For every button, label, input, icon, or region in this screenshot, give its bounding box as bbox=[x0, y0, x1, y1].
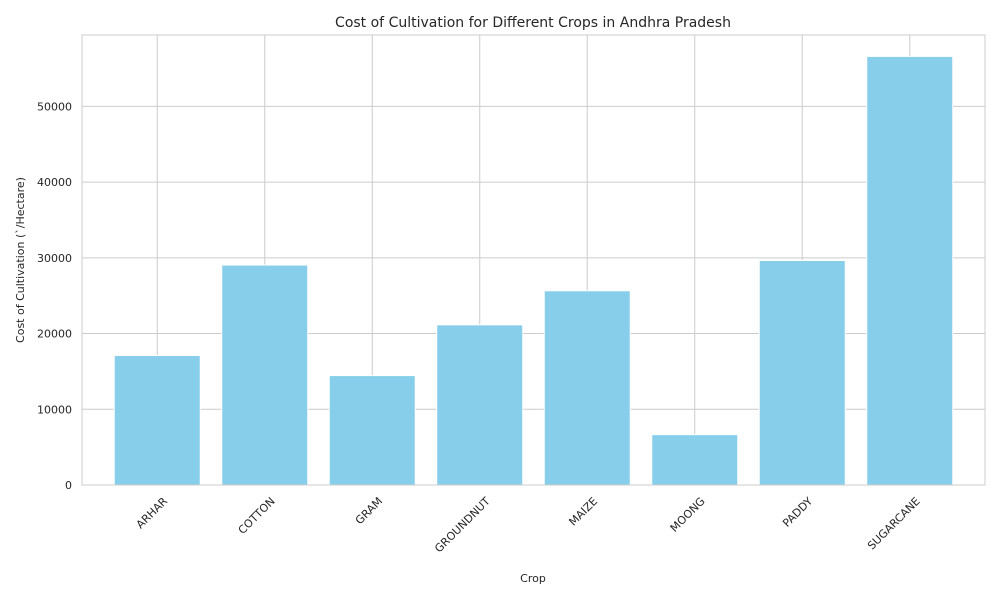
y-tick-labels: 0 10000 20000 30000 40000 50000 bbox=[37, 100, 72, 492]
x-tick-label: ARHAR bbox=[134, 495, 171, 532]
y-tick-label: 20000 bbox=[37, 328, 72, 341]
bar-moong bbox=[651, 434, 739, 486]
y-axis-label: Cost of Cultivation (`/Hectare) bbox=[14, 177, 27, 343]
x-tick-labels: ARHAR COTTON GRAM GROUNDNUT MAIZE MOONG PADDY S… bbox=[134, 495, 923, 556]
bar-paddy bbox=[758, 259, 846, 486]
plot-frame bbox=[81, 34, 986, 486]
x-tick-label: GRAM bbox=[353, 495, 385, 527]
x-tick-label: MOONG bbox=[668, 495, 708, 535]
bar-sugarcane bbox=[866, 55, 954, 486]
y-tick-label: 30000 bbox=[37, 252, 72, 265]
y-tick-label: 0 bbox=[65, 479, 72, 492]
bar-arhar bbox=[113, 355, 201, 486]
bar-groundnut bbox=[436, 324, 524, 486]
bars bbox=[113, 55, 954, 486]
chart-title: Cost of Cultivation for Different Crops … bbox=[335, 15, 731, 31]
y-tick-label: 10000 bbox=[37, 403, 72, 416]
bar-gram bbox=[328, 375, 416, 486]
y-tick-label: 50000 bbox=[37, 100, 72, 113]
x-tick-label: SUGARCANE bbox=[865, 495, 923, 553]
x-axis-label: Crop bbox=[520, 572, 546, 585]
bar-maize bbox=[543, 290, 631, 486]
x-tick-label: COTTON bbox=[236, 495, 278, 537]
x-tick-label: PADDY bbox=[780, 495, 815, 530]
x-tick-label: MAIZE bbox=[566, 495, 600, 529]
x-tick-label: GROUNDNUT bbox=[432, 495, 493, 556]
plot-background bbox=[82, 35, 985, 485]
bar-cotton bbox=[221, 264, 309, 486]
y-tick-label: 40000 bbox=[37, 176, 72, 189]
